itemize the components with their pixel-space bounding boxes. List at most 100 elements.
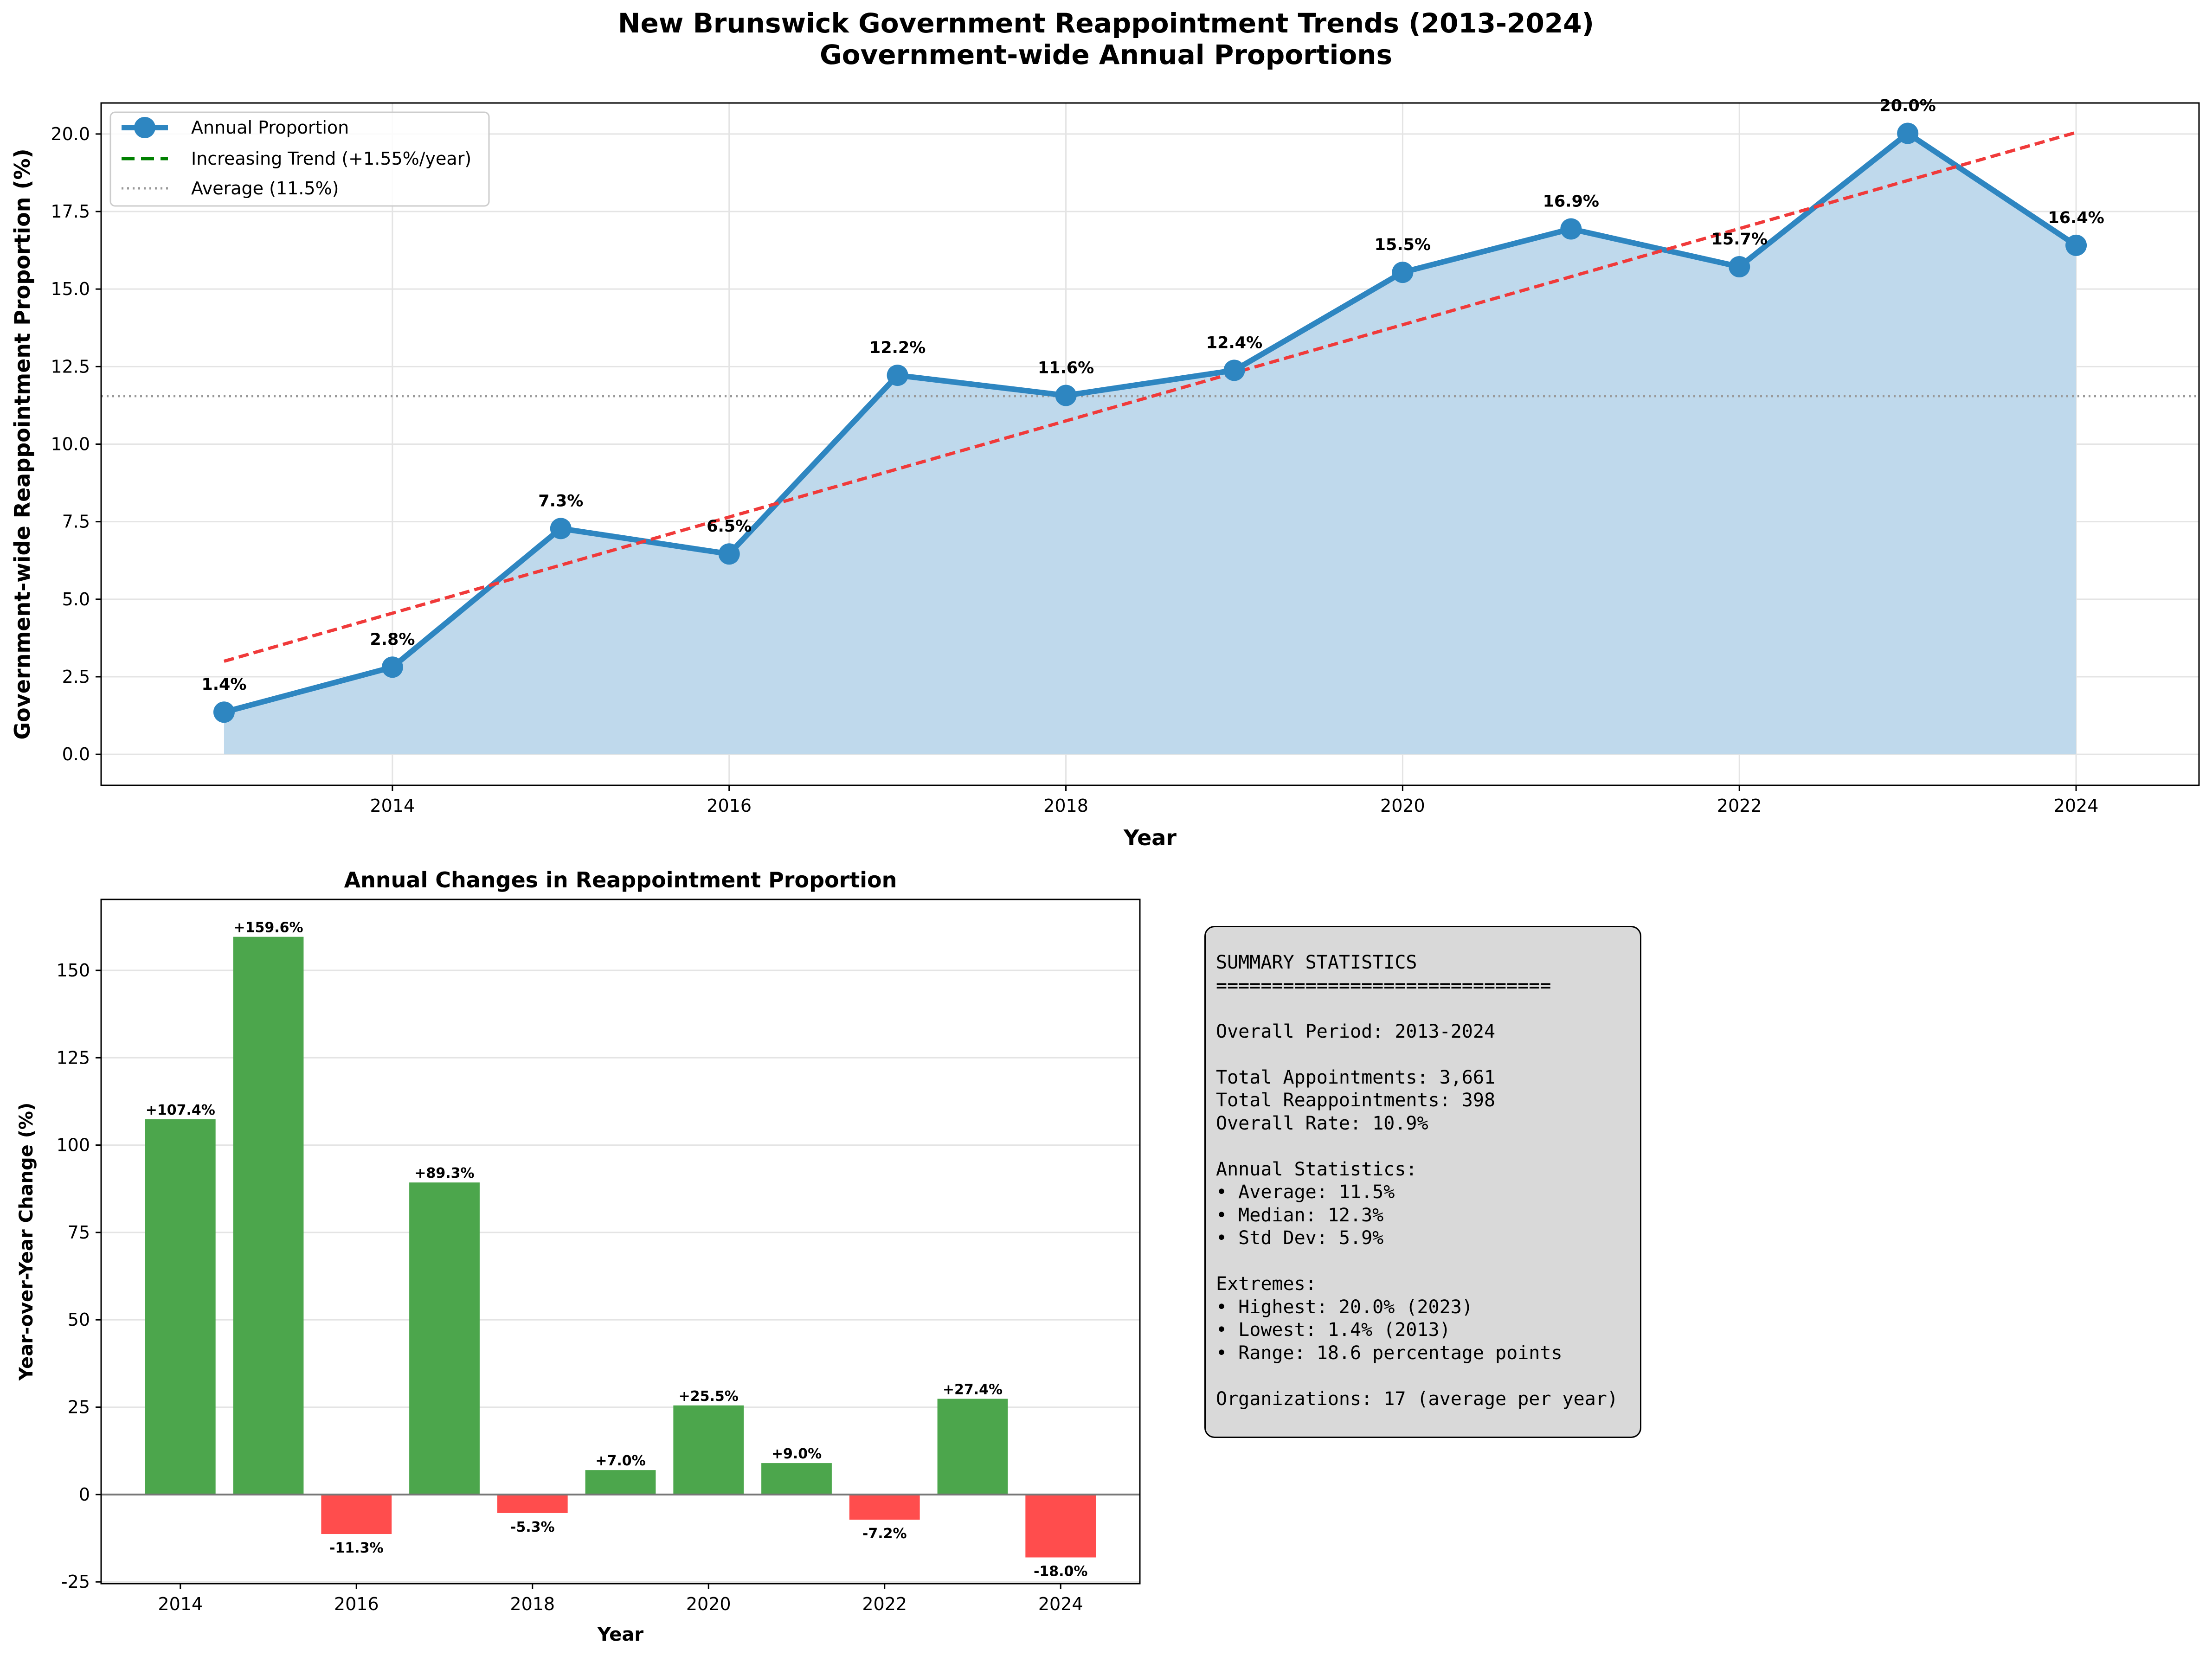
x-tick-label: 2022 <box>862 1594 907 1614</box>
summary-line: • Highest: 20.0% (2023) <box>1216 1296 1473 1318</box>
y-tick-label: 7.5 <box>62 512 90 532</box>
y-tick-label: 10.0 <box>51 434 90 455</box>
data-label: 16.4% <box>2048 209 2104 227</box>
y-tick-label: 75 <box>68 1222 90 1243</box>
summary-line: SUMMARY STATISTICS <box>1216 952 1417 973</box>
x-tick-label: 2024 <box>2054 796 2099 816</box>
data-label: 11.6% <box>1038 359 1094 378</box>
data-label: 12.4% <box>1206 334 1262 352</box>
summary-line <box>1216 997 1631 1021</box>
legend-box <box>109 111 490 207</box>
data-label: 2.8% <box>370 630 415 649</box>
y-tick-label: 100 <box>56 1135 90 1155</box>
data-point <box>381 656 403 678</box>
bar <box>585 1470 656 1495</box>
y-tick-label: 2.5 <box>62 667 90 687</box>
data-label: 6.5% <box>707 517 752 536</box>
summary-line: ============================== <box>1216 975 1551 996</box>
data-label: 20.0% <box>1879 97 1936 116</box>
x-tick-label: 2020 <box>686 1594 731 1614</box>
data-label: 15.5% <box>1375 236 1431 254</box>
summary-line: Overall Period: 2013-2024 <box>1216 1021 1496 1042</box>
x-tick-label: 2014 <box>370 796 415 816</box>
legend-label-proportion: Annual Proportion <box>191 117 349 138</box>
summary-line: • Range: 18.6 percentage points <box>1216 1342 1563 1364</box>
bar-value-label: -7.2% <box>862 1526 907 1542</box>
data-label: 16.9% <box>1543 192 1599 211</box>
x-tick-label: 2018 <box>510 1594 555 1614</box>
bar-value-label: -5.3% <box>510 1519 555 1535</box>
summary-line: Overall Rate: 10.9% <box>1216 1112 1428 1134</box>
bar-value-label: +107.4% <box>146 1102 215 1118</box>
data-point <box>887 365 908 386</box>
x-tick-label: 2014 <box>158 1594 203 1614</box>
y-tick-label: -25 <box>61 1572 90 1592</box>
y-tick-label: 15.0 <box>51 279 90 299</box>
summary-line <box>1216 1043 1631 1066</box>
bar-chart-title: Annual Changes in Reappointment Proporti… <box>344 867 897 892</box>
bar-value-label: -11.3% <box>329 1540 384 1556</box>
bar <box>497 1494 568 1513</box>
legend-marker-proportion <box>134 117 155 138</box>
proportion-line-chart: 1.4% 2.8% 7.3% 6.5% 12.2% 11.6% 12.4% 15.5% 16.9… <box>10 97 2200 850</box>
data-point <box>1392 262 1414 283</box>
bar <box>673 1405 744 1495</box>
summary-line <box>1216 1135 1631 1158</box>
summary-statistics-box: SUMMARY STATISTICS ======================… <box>1204 926 1641 1438</box>
bar <box>409 1182 480 1495</box>
x-tick-label: 2024 <box>1038 1594 1083 1614</box>
bar-value-label: +159.6% <box>233 920 303 936</box>
summary-line: Organizations: 17 (average per year) <box>1216 1388 1618 1410</box>
bar <box>145 1119 216 1495</box>
y-tick-label: 0.0 <box>62 744 90 764</box>
data-point <box>1729 256 1750 278</box>
y-tick-label: 150 <box>56 960 90 981</box>
summary-line: • Std Dev: 5.9% <box>1216 1227 1384 1249</box>
bar-value-label: +27.4% <box>943 1381 1003 1398</box>
summary-line: Extremes: <box>1216 1273 1317 1295</box>
summary-line <box>1216 1365 1631 1388</box>
summary-line: • Lowest: 1.4% (2013) <box>1216 1319 1451 1341</box>
summary-line: • Average: 11.5% <box>1216 1181 1395 1203</box>
summary-line: • Median: 12.3% <box>1216 1204 1384 1226</box>
annual-change-bar-chart: +107.4% +159.6% -11.3% +89.3% -5.3% +7.0% +25.… <box>16 867 1141 1645</box>
data-point <box>2065 234 2087 256</box>
data-point <box>718 543 740 565</box>
bar-value-label: +9.0% <box>772 1446 822 1462</box>
summary-line <box>1216 1250 1631 1273</box>
figure-title: New Brunswick Government Reappointment T… <box>617 7 1595 39</box>
plot-frame <box>100 899 1141 1585</box>
y-tick-label: 25 <box>68 1397 90 1418</box>
x-axis-label: Year <box>1123 825 1177 850</box>
data-point <box>1223 359 1245 381</box>
data-label: 1.4% <box>201 675 246 694</box>
bar-value-label: +7.0% <box>595 1453 645 1469</box>
data-label: 7.3% <box>538 492 583 510</box>
proportion-line <box>223 130 2078 715</box>
x-tick-label: 2016 <box>707 796 752 816</box>
summary-line: Annual Statistics: <box>1216 1158 1417 1180</box>
y-tick-label: 50 <box>68 1309 90 1330</box>
x-tick-label: 2022 <box>1717 796 1762 816</box>
legend-label-trend: Increasing Trend (+1.55%/year) <box>191 148 471 169</box>
bar <box>937 1399 1008 1495</box>
y-tick-label: 12.5 <box>51 356 90 377</box>
y-tick-label: 0 <box>79 1484 90 1505</box>
summary-line: Total Reappointments: 398 <box>1216 1090 1496 1111</box>
summary-line: Total Appointments: 3,661 <box>1216 1066 1496 1088</box>
bar <box>849 1494 920 1520</box>
x-tick-label: 2020 <box>1380 796 1425 816</box>
bar <box>321 1494 392 1534</box>
data-point <box>1560 218 1582 240</box>
area-fill <box>224 133 2077 755</box>
data-point <box>1897 122 1919 144</box>
bar-value-label: -18.0% <box>1034 1564 1088 1580</box>
x-tick-label: 2018 <box>1043 796 1088 816</box>
legend: Annual Proportion Increasing Trend (+1.55… <box>109 111 490 207</box>
bar-value-label: +25.5% <box>679 1388 739 1405</box>
data-point <box>1055 385 1077 406</box>
y-tick-label: 17.5 <box>51 201 90 222</box>
figure-subtitle: Government-wide Annual Proportions <box>819 39 1393 71</box>
y-tick-label: 20.0 <box>51 124 90 144</box>
